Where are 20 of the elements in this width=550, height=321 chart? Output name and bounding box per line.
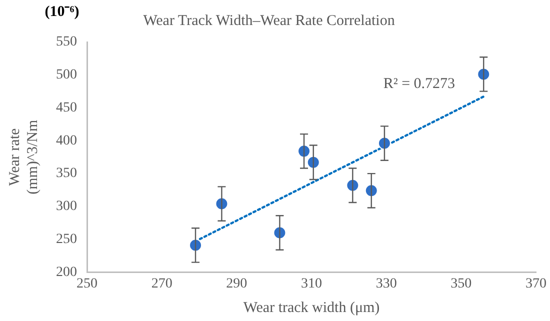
- y-tick-label: 450: [56, 100, 77, 116]
- y-tick-label: 500: [56, 68, 77, 83]
- x-tick-label: 310: [301, 276, 322, 292]
- annotation: R² = 0.7273: [383, 76, 456, 92]
- y-axis-title: Wear rate (mm)^3/Nm: [6, 120, 41, 194]
- x-tick-label: 290: [226, 276, 248, 292]
- chart-title: Wear Track Width–Wear Rate Correlation: [143, 12, 396, 29]
- y-tick-label: 200: [56, 264, 77, 280]
- x-tick-label: 270: [151, 276, 172, 292]
- y-tick-label: 250: [56, 232, 77, 247]
- x-tick-label: 350: [450, 276, 472, 292]
- y-tick-label: 300: [56, 199, 77, 214]
- x-tick-label: 370: [526, 276, 546, 292]
- x-tick-label: 330: [376, 276, 397, 292]
- y-tick-label: 550: [56, 34, 77, 50]
- text: (10⁻⁶): [44, 4, 80, 20]
- y-tick-label: 350: [56, 166, 77, 182]
- y-tick-label: 400: [56, 133, 77, 148]
- x-axis-title: Wear track width (μm): [243, 300, 380, 316]
- x-tick-label: 250: [76, 276, 98, 292]
